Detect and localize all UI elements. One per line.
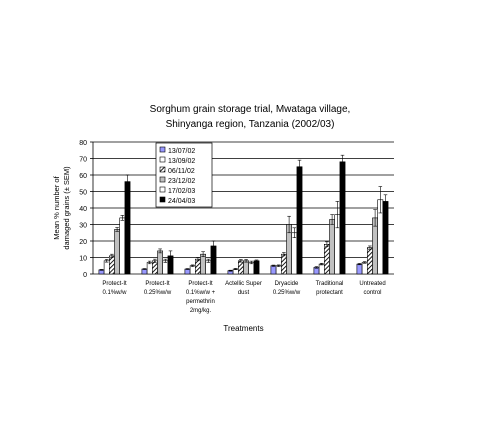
bar: [296, 166, 303, 275]
bar: [238, 260, 244, 275]
bar: [152, 260, 158, 275]
x-tick-label: 0.25%w/w: [273, 290, 301, 296]
legend-label: 24/04/03: [168, 198, 195, 205]
bar: [195, 258, 201, 275]
x-tick-label: 0.1%w/w +: [186, 290, 216, 296]
y-axis-title-line-2: damaged grains (± SEM): [62, 166, 71, 250]
legend-swatch: [159, 186, 166, 193]
y-tick-label: 0: [83, 272, 87, 279]
bar: [248, 262, 255, 275]
legend-label: 23/12/02: [168, 178, 195, 185]
bar: [356, 263, 363, 275]
bar: [189, 265, 196, 275]
bar: [361, 262, 368, 275]
bar: [270, 265, 277, 275]
x-tick-label: control: [363, 290, 381, 296]
legend-swatch: [159, 196, 166, 203]
chart-title-line-2: Shinyanga region, Tanzania (2002/03): [165, 119, 335, 130]
x-tick-label: Untreated: [359, 281, 385, 287]
legend-label: 13/07/02: [168, 148, 195, 155]
x-tick-label: dust: [238, 290, 250, 296]
bar: [280, 253, 287, 275]
bar: [318, 263, 325, 275]
x-tick-label: Dryacide: [275, 281, 299, 287]
x-tick-label: permethrin: [186, 299, 215, 305]
y-tick-label: 50: [79, 190, 87, 197]
bar: [124, 181, 131, 275]
bar: [366, 247, 373, 275]
bar: [162, 260, 169, 275]
x-tick-label: Protect-It: [145, 281, 170, 287]
bar: [200, 253, 206, 275]
x-tick-label: protectant: [316, 290, 343, 296]
legend-label: 06/11/02: [168, 168, 195, 175]
bar: [339, 161, 346, 275]
bar: [323, 244, 330, 275]
legend-swatch: [159, 146, 166, 153]
bar: [205, 260, 212, 275]
x-tick-label: 2mg/kg.: [190, 308, 212, 314]
x-tick-label: 0.1%w/w: [102, 290, 127, 296]
bar: [146, 262, 153, 275]
bar: [157, 250, 163, 275]
y-tick-label: 20: [79, 239, 87, 246]
bar: [119, 217, 126, 275]
legend-swatch: [159, 156, 166, 163]
legend-swatch: [159, 166, 166, 173]
y-tick-label: 10: [79, 256, 87, 263]
bar: [291, 232, 298, 275]
bar: [109, 255, 115, 275]
bar: [382, 201, 389, 275]
y-axis-title-line-1: Mean % number of: [52, 175, 61, 239]
bar: [243, 260, 249, 275]
y-tick-label: 60: [79, 173, 87, 180]
y-tick-label: 40: [79, 206, 87, 213]
legend-box: [155, 142, 213, 208]
x-tick-label: Actellic Super: [225, 281, 262, 287]
bar: [114, 229, 120, 275]
bar: [329, 219, 335, 275]
x-tick-label: Traditional: [316, 281, 344, 287]
bar: [275, 265, 282, 275]
x-tick-label: Protect-It: [102, 281, 127, 287]
x-tick-label: 0.25%w/w: [144, 290, 172, 296]
y-tick-label: 80: [79, 140, 87, 147]
y-tick-label: 70: [79, 157, 87, 164]
legend-label: 13/09/02: [168, 158, 195, 165]
chart-title-line-1: Sorghum grain storage trial, Mwataga vil…: [149, 104, 351, 115]
legend-swatch: [159, 176, 166, 183]
y-tick-label: 30: [79, 223, 87, 230]
legend-label: 17/02/03: [168, 188, 195, 195]
x-tick-label: Protect-It: [188, 281, 213, 287]
bar: [253, 260, 260, 275]
bar: [103, 260, 110, 275]
x-axis-title: Treatments: [223, 324, 263, 333]
